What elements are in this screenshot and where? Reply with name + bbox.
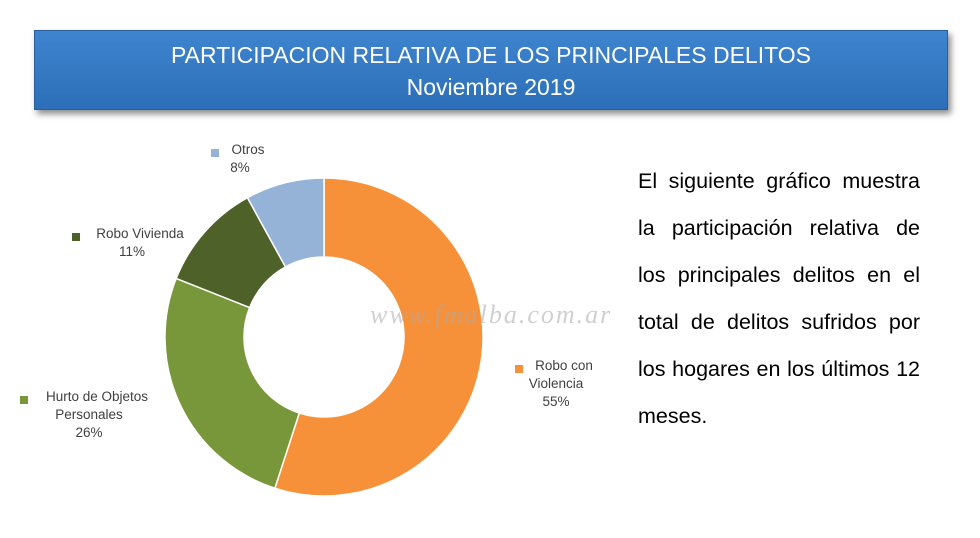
slice-robo-con-violencia (273, 177, 484, 497)
slice-value-label: 11% (119, 244, 145, 259)
chart-title: PARTICIPACION RELATIVA DE LOS PRINCIPALE… (171, 42, 811, 68)
slice-category-label: Violencia (529, 376, 584, 391)
slice-category-label: Robo Vivienda (96, 226, 184, 241)
legend-swatch (211, 149, 219, 157)
legend-swatch (515, 365, 523, 373)
slice-otros (246, 177, 325, 268)
slice-value-label: 26% (75, 425, 102, 440)
slice-category-label: Robo con (535, 358, 593, 373)
donut-chart: Robo con Violencia 55% Hurto de Objetos Pers… (20, 142, 593, 497)
slice-category-label: Personales (55, 407, 123, 422)
slice-value-label: 8% (230, 160, 250, 175)
slice-category-label: Hurto de Objetos (46, 389, 148, 404)
slice-category-label: Otros (231, 142, 264, 157)
slice-hurto-de-objetos-personales (164, 277, 301, 490)
title-banner: PARTICIPACION RELATIVA DE LOS PRINCIPALE… (34, 30, 948, 110)
chart-subtitle: Noviembre 2019 (406, 74, 576, 100)
legend-swatch (20, 396, 28, 404)
slice-value-label: 55% (542, 394, 569, 409)
description-text: El siguiente gráfico muestra la particip… (638, 169, 920, 428)
legend-swatch (72, 233, 80, 241)
